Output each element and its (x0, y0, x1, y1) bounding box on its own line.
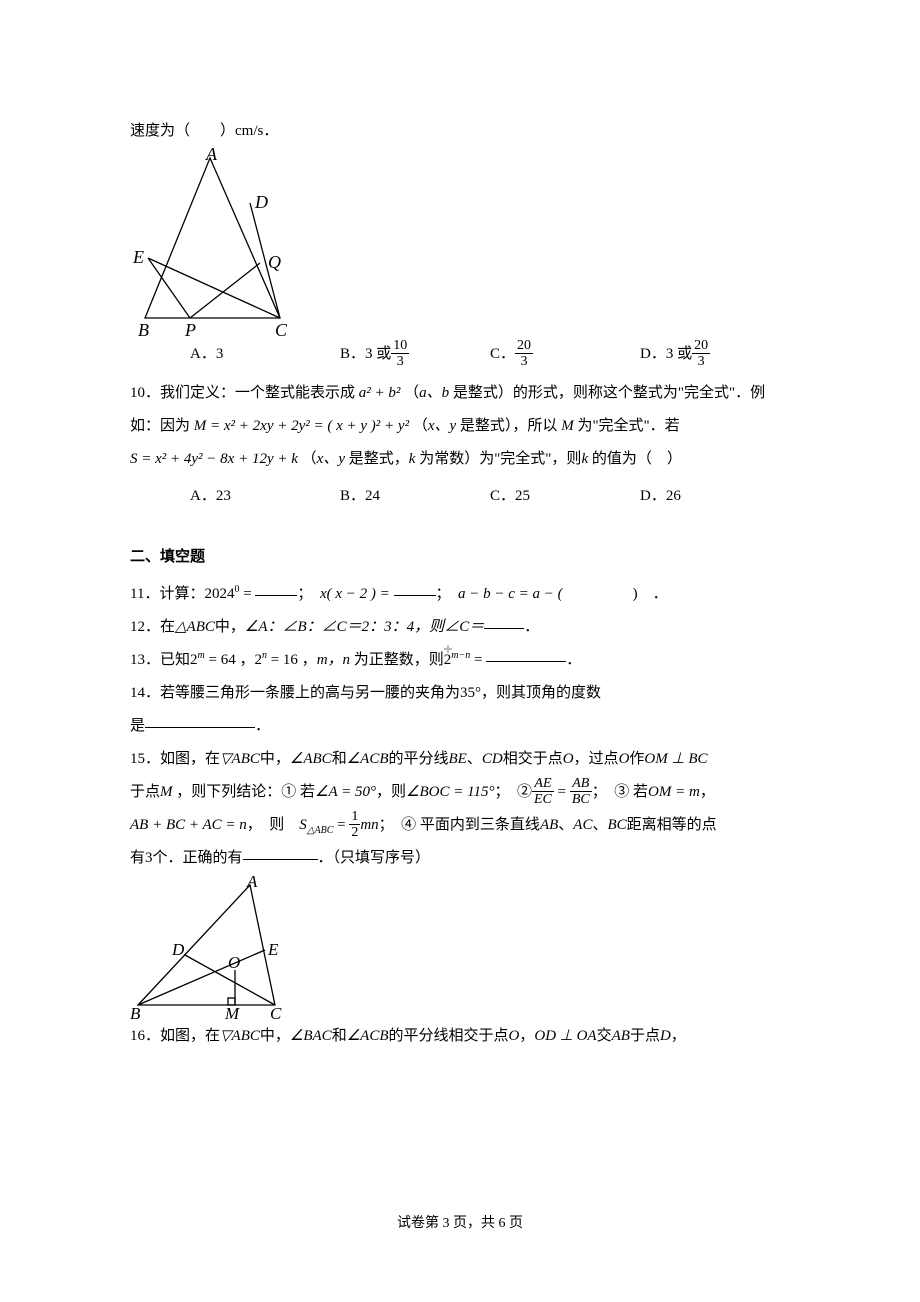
q9-opt-B: B．3 或103 (340, 338, 490, 371)
q9-figure: A D E Q B P C (130, 148, 300, 338)
q15-lab-C: C (270, 1004, 282, 1020)
q10-opt-A: A．23 (190, 480, 340, 513)
q9-label-Q: Q (268, 252, 281, 272)
q9-label-D: D (254, 192, 268, 212)
q15-lab-B: B (130, 1004, 141, 1020)
q14-l2: 是． (130, 710, 790, 743)
q16: 16．如图，在▽ABC中，∠BAC和∠ACB的平分线相交于点O，OD ⊥ OA交… (130, 1020, 790, 1053)
q15-lab-A: A (246, 875, 258, 891)
q9-label-P: P (184, 320, 196, 338)
q10-line2: 如：因为 M = x² + 2xy + 2y² = ( x + y )² + y… (130, 410, 790, 443)
page-footer: 试卷第 3 页，共 6 页 (0, 1209, 920, 1240)
q9-opt-D: D．3 或203 (640, 338, 790, 371)
q9-label-E: E (132, 247, 144, 267)
q10-line1: 10．我们定义：一个整式能表示成 a² + b² （a、b 是整式）的形式，则称… (130, 377, 790, 410)
section-2-title: 二、填空题 (130, 541, 790, 574)
q15-l2: 于点M ，则下列结论：① 若∠A = 50°，则∠BOC = 115°； ②AE… (130, 776, 790, 809)
q15-l3: AB + BC + AC = n， 则 S△ABC = 12mn； ④ 平面内到… (130, 809, 790, 842)
q10-line3: S = x² + 4y² − 8x + 12y + k （x、y 是整式，k 为… (130, 443, 790, 476)
q10-opt-B: B．24 (340, 480, 490, 513)
q15-lab-O: O (228, 953, 240, 972)
q10-opt-C: C．25 (490, 480, 640, 513)
q14-l1: 14．若等腰三角形一条腰上的高与另一腰的夹角为35°，则其顶角的度数 (130, 677, 790, 710)
q10-options: A．23 B．24 C．25 D．26 (130, 480, 790, 513)
q13: 13．已知2m = 64 ，2n = 16 ，m，n 为正整数，则2m−n = … (130, 644, 790, 677)
q15-lab-D: D (171, 940, 185, 959)
q15-l4: 有3个．正确的有．（只填写序号） (130, 842, 790, 875)
q15-figure: A D E O B M C (130, 875, 300, 1020)
q9-label-A: A (205, 148, 218, 164)
q9-opt-C: C．203 (490, 338, 640, 371)
q11: 11．计算：20240 = ； x( x − 2 ) = ； a − b − c… (130, 578, 790, 611)
q12: 12．在△ABC中，∠A：∠B：∠C＝2：3：4，则∠C＝． (130, 611, 790, 644)
q9-label-C: C (275, 320, 288, 338)
q15-lab-E: E (267, 940, 279, 959)
q9-label-B: B (138, 320, 149, 338)
q9-options: A．3 B．3 或103 C．203 D．3 或203 (130, 338, 790, 371)
q9-opt-A: A．3 (190, 338, 340, 371)
q15-lab-M: M (224, 1004, 240, 1020)
q15-l1: 15．如图，在▽ABC中，∠ABC和∠ACB的平分线BE、CD相交于点O，过点O… (130, 743, 790, 776)
q10-opt-D: D．26 (640, 480, 790, 513)
q9-stem: 速度为（ ）cm/s． (130, 115, 790, 148)
